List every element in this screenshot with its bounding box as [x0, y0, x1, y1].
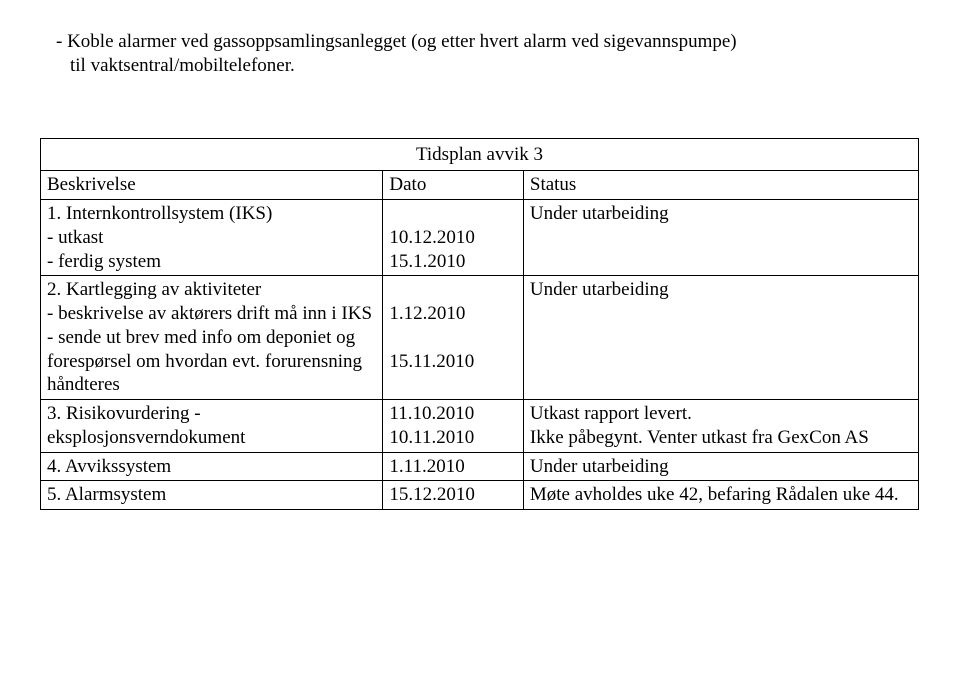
- table-row: 2. Kartlegging av aktiviteter - beskrive…: [41, 276, 919, 400]
- intro-paragraph: - Koble alarmer ved gassoppsamlingsanleg…: [40, 30, 919, 78]
- table-caption: Tidsplan avvik 3: [41, 138, 919, 171]
- cell-date: 1.11.2010: [383, 452, 523, 481]
- header-beskrivelse: Beskrivelse: [41, 171, 383, 200]
- cell-desc: 3. Risikovurdering - eksplosjonsverndoku…: [41, 400, 383, 453]
- header-status: Status: [523, 171, 918, 200]
- cell-date: 10.12.2010 15.1.2010: [383, 200, 523, 276]
- cell-status: Utkast rapport levert. Ikke påbegynt. Ve…: [523, 400, 918, 453]
- cell-desc: 1. Internkontrollsystem (IKS) - utkast -…: [41, 200, 383, 276]
- intro-line1: - Koble alarmer ved gassoppsamlingsanleg…: [40, 30, 919, 54]
- table-header-row: Beskrivelse Dato Status: [41, 171, 919, 200]
- intro-line2: til vaktsentral/mobiltelefoner.: [40, 54, 919, 78]
- table-row: 4. Avvikssystem 1.11.2010 Under utarbeid…: [41, 452, 919, 481]
- cell-desc: 4. Avvikssystem: [41, 452, 383, 481]
- table-row: 1. Internkontrollsystem (IKS) - utkast -…: [41, 200, 919, 276]
- table-row: 3. Risikovurdering - eksplosjonsverndoku…: [41, 400, 919, 453]
- tidsplan-table: Tidsplan avvik 3 Beskrivelse Dato Status…: [40, 138, 919, 511]
- table-caption-row: Tidsplan avvik 3: [41, 138, 919, 171]
- cell-status: Møte avholdes uke 42, befaring Rådalen u…: [523, 481, 918, 510]
- cell-date: 15.12.2010: [383, 481, 523, 510]
- cell-date: 11.10.2010 10.11.2010: [383, 400, 523, 453]
- header-dato: Dato: [383, 171, 523, 200]
- cell-status: Under utarbeiding: [523, 452, 918, 481]
- cell-status: Under utarbeiding: [523, 276, 918, 400]
- cell-desc: 5. Alarmsystem: [41, 481, 383, 510]
- table-row: 5. Alarmsystem 15.12.2010 Møte avholdes …: [41, 481, 919, 510]
- cell-date: 1.12.2010 15.11.2010: [383, 276, 523, 400]
- cell-status: Under utarbeiding: [523, 200, 918, 276]
- cell-desc: 2. Kartlegging av aktiviteter - beskrive…: [41, 276, 383, 400]
